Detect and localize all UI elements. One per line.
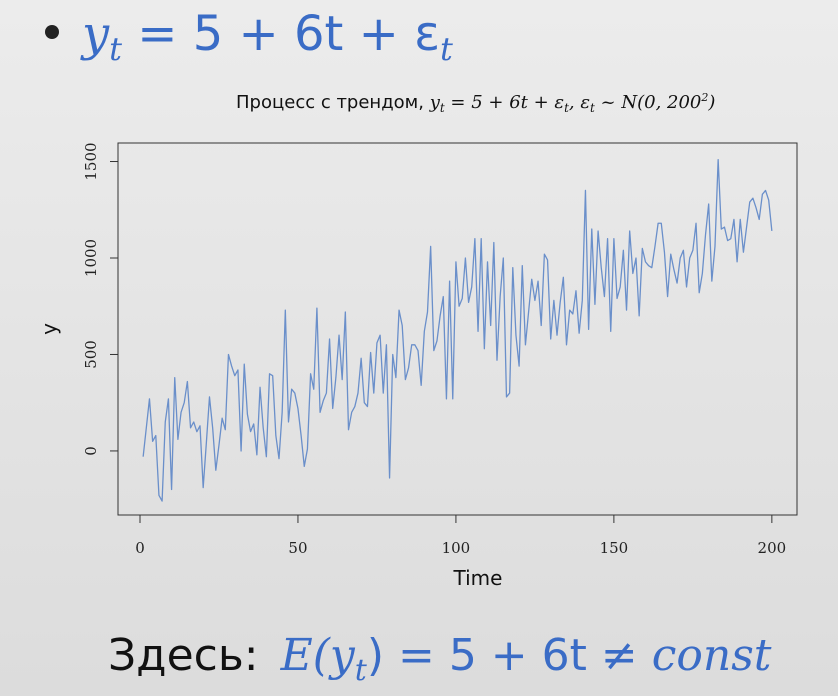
title-part: ~ N(0, 200 [595, 92, 702, 113]
heading: yt = 5 + 6t + εt [80, 6, 453, 68]
x-tick-label: 100 [442, 539, 471, 557]
x-tick-label: 200 [758, 539, 787, 557]
title-part: , ε [569, 92, 590, 113]
title-part: y [429, 92, 441, 113]
y-tick-label: 1500 [82, 142, 100, 180]
data-line [142, 158, 773, 502]
x-tick-label: 0 [135, 539, 145, 557]
heading-sub: t [440, 30, 453, 68]
title-sub: t [440, 101, 445, 115]
title-sub: t [590, 101, 595, 115]
title-sub: t [564, 101, 569, 115]
footer-part: const [652, 630, 772, 681]
y-tick-label: 1000 [82, 239, 100, 277]
title-part: = 5 + 6t + ε [445, 92, 564, 113]
footer: Здесь: E(yt) = 5 + 6t ≠ const [38, 630, 813, 688]
heading-part: y [80, 6, 110, 62]
title-part: ) [707, 92, 715, 113]
bullet [45, 25, 59, 39]
x-tick-label: 150 [600, 539, 629, 557]
heading-part: = 5 + 6t + ε [122, 6, 440, 62]
title-part: Процесс с трендом, [236, 92, 430, 113]
footer-part: ) = 5 + 6t ≠ [367, 630, 652, 681]
chart-title: Процесс с трендом, yt = 5 + 6t + εt, εt … [207, 91, 732, 115]
y-tick-label: 500 [82, 340, 100, 369]
title-sup: 2 [700, 91, 708, 104]
footer-part: E(y [280, 630, 356, 681]
x-axis-label: Time [453, 566, 503, 590]
x-tick-label: 50 [288, 539, 307, 557]
heading-sub: t [109, 30, 122, 68]
y-tick-label: 0 [82, 446, 100, 456]
footer-part: Здесь: [108, 630, 259, 681]
y-axis-label: y [37, 323, 61, 335]
footer-sub: t [355, 653, 368, 688]
